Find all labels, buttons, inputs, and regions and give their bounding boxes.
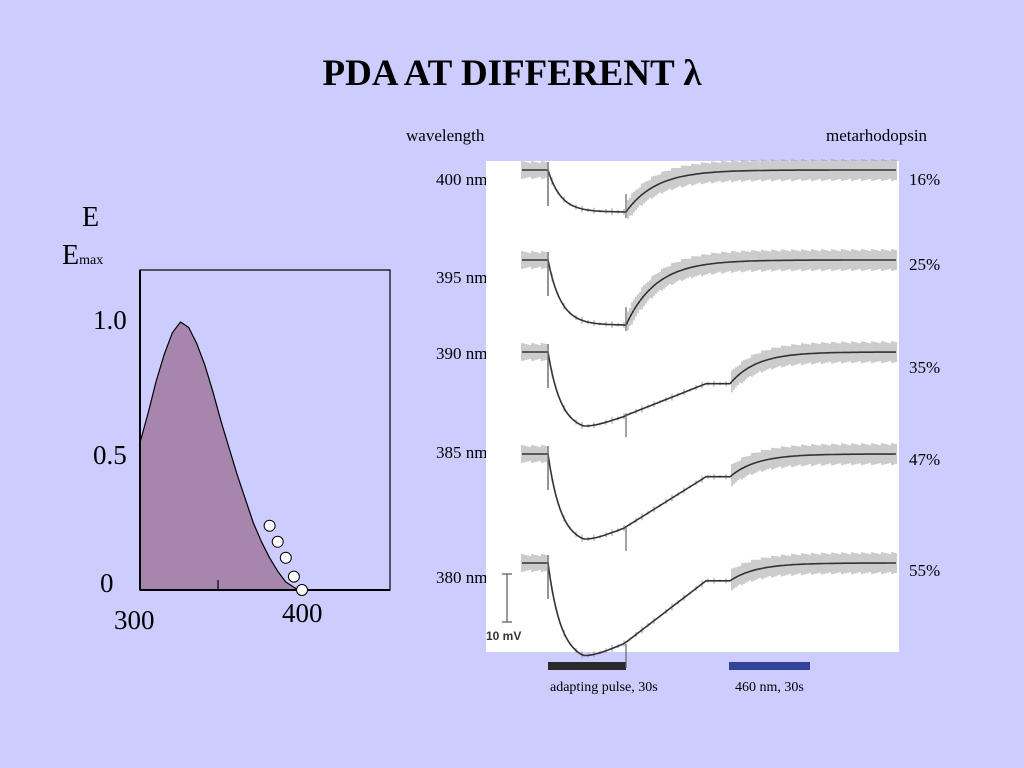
ylabel-e: E bbox=[82, 202, 100, 233]
trace-line bbox=[522, 169, 896, 213]
trace-390-nm bbox=[521, 341, 897, 438]
trace-label-400: 400 nm bbox=[436, 170, 488, 189]
ylabel-emax: Emax bbox=[62, 240, 103, 272]
data-point-2 bbox=[279, 551, 292, 564]
pct-390: 35% bbox=[909, 358, 941, 377]
trace-label-395: 395 nm bbox=[436, 268, 488, 287]
legend-bar-adapting bbox=[548, 662, 626, 670]
data-point-0 bbox=[263, 519, 276, 532]
legend-bar-460 bbox=[729, 662, 810, 670]
trace-line bbox=[522, 453, 896, 540]
data-point-4 bbox=[296, 584, 308, 596]
trace-label-385: 385 nm bbox=[436, 443, 488, 462]
header-metarhodopsin: metarhodopsin bbox=[826, 126, 928, 145]
pct-395: 25% bbox=[909, 255, 941, 274]
header-wavelength: wavelength bbox=[406, 126, 485, 145]
scale-bar-label: 10 mV bbox=[486, 629, 521, 643]
absorption-curve-area bbox=[139, 321, 300, 591]
pda-traces-plot: 10 mV bbox=[486, 159, 899, 668]
pct-380: 55% bbox=[909, 561, 941, 580]
trace-385-nm bbox=[521, 443, 897, 551]
data-point-3 bbox=[287, 570, 300, 583]
absorption-spectrum-plot bbox=[139, 269, 391, 596]
ylabel-emax-sub: max bbox=[79, 253, 104, 268]
trace-380-nm bbox=[521, 552, 897, 668]
ytick-1-0: 1.0 bbox=[93, 305, 127, 335]
ytick-0-5: 0.5 bbox=[93, 440, 127, 470]
trace-400-nm bbox=[521, 159, 897, 219]
xtick-300: 300 bbox=[114, 605, 155, 635]
data-point-1 bbox=[271, 535, 284, 548]
trace-line bbox=[522, 259, 896, 326]
trace-395-nm bbox=[521, 249, 897, 332]
ylabel-emax-e: E bbox=[62, 240, 80, 271]
xtick-400: 400 bbox=[282, 598, 323, 628]
pct-400: 16% bbox=[909, 170, 941, 189]
legend-label-460: 460 nm, 30s bbox=[735, 680, 804, 695]
trace-line bbox=[522, 562, 896, 657]
pct-385: 47% bbox=[909, 450, 941, 469]
trace-line bbox=[522, 351, 896, 427]
legend-label-adapting: adapting pulse, 30s bbox=[550, 680, 658, 695]
trace-label-390: 390 nm bbox=[436, 344, 488, 363]
ytick-0: 0 bbox=[100, 568, 114, 598]
trace-label-380: 380 nm bbox=[436, 568, 488, 587]
slide-title: PDA AT DIFFERENT λ bbox=[322, 53, 702, 94]
